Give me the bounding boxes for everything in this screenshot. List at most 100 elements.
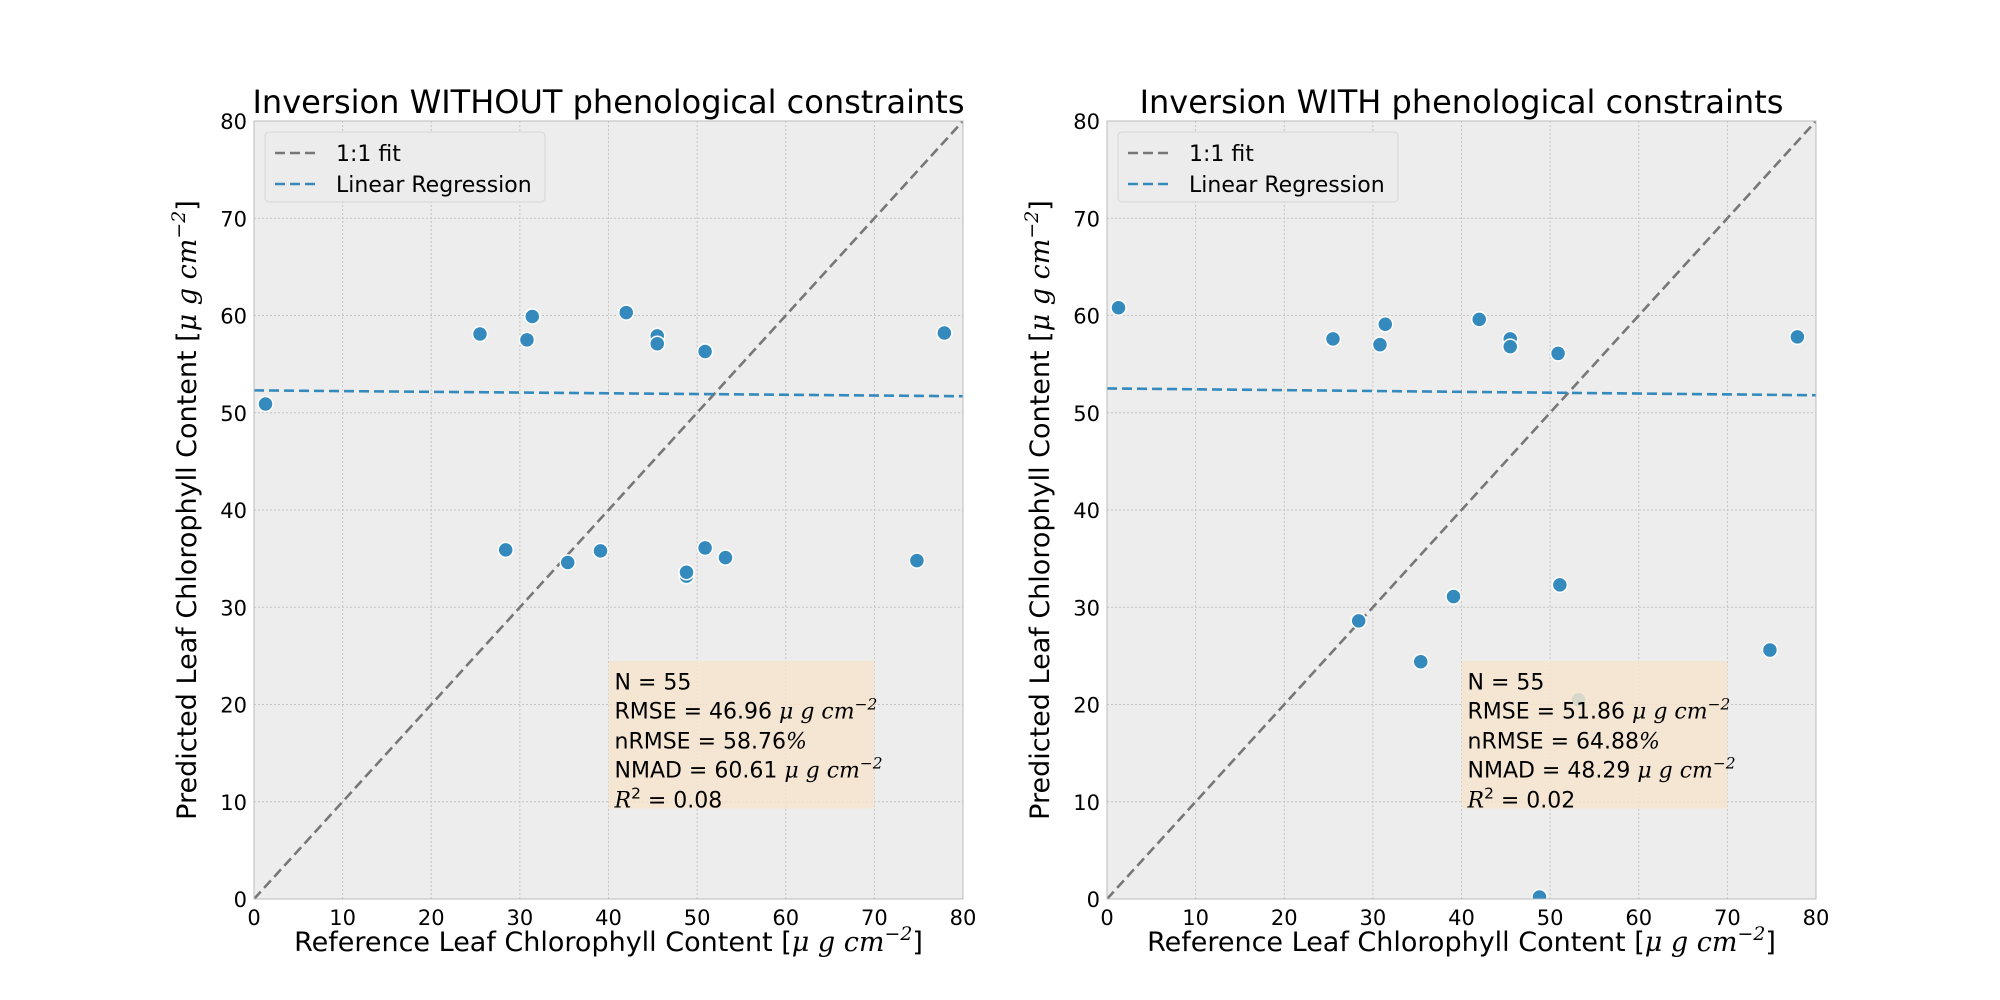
- data-point: [1412, 653, 1429, 670]
- x-axis-label-bracket-open: [: [1634, 927, 1645, 958]
- legend: 1:1 fit Linear Regression: [1117, 131, 1399, 203]
- stat-n: N = 55: [1468, 671, 1545, 696]
- x-axis-label-bracket-close: ]: [912, 927, 923, 958]
- data-point: [1350, 612, 1367, 630]
- stat-rmse-unit: μ g cm: [1632, 700, 1708, 725]
- y-axis-label-bracket-close: ]: [1025, 200, 1056, 211]
- legend-frame: [264, 131, 546, 203]
- data-point: [1549, 345, 1567, 362]
- y-tick-label: 30: [1073, 596, 1100, 620]
- legend-one-to-one-label: 1:1 fit: [336, 142, 401, 167]
- x-axis-label-bracket-close: ]: [1765, 927, 1776, 958]
- y-tick-label: 20: [1073, 694, 1100, 718]
- y-axis-label-bracket-close: ]: [172, 200, 203, 211]
- data-point: [518, 331, 536, 349]
- x-tick-label: 10: [329, 906, 356, 930]
- stat-r2-exp: 2: [631, 785, 641, 803]
- x-axis-label-text: Reference Leaf Chlorophyll Content: [294, 927, 781, 958]
- stat-rmse-unit-exp: −2: [1708, 696, 1731, 714]
- y-axis-label-text: Predicted Leaf Chlorophyll Content: [1025, 342, 1056, 820]
- y-tick-label: 70: [1073, 207, 1100, 231]
- stat-rmse: RMSE = 51.86 μ g cm−2: [1468, 696, 1731, 725]
- one-to-one-line: [254, 121, 963, 899]
- x-tick-label: 60: [772, 906, 799, 930]
- data-points: [1110, 299, 1806, 899]
- x-axis-label-unit: μ g cm: [792, 927, 885, 958]
- data-point: [1371, 336, 1389, 353]
- legend-frame: [1117, 131, 1399, 203]
- stat-rmse: RMSE = 46.96 μ g cm−2: [615, 696, 878, 725]
- x-tick-label: 70: [861, 906, 888, 930]
- stat-r2-symbol: R: [1467, 789, 1485, 814]
- x-tick-label: 40: [1448, 906, 1475, 930]
- stat-nmad: NMAD = 48.29 μ g cm−2: [1468, 755, 1736, 784]
- y-axis-label-unit-exp: −2: [168, 211, 190, 239]
- data-point: [1501, 338, 1519, 355]
- x-tick-label: 0: [1100, 906, 1113, 930]
- stat-nrmse: nRMSE = 58.76%: [615, 730, 807, 755]
- stat-r2-value: = 0.02: [1494, 789, 1575, 814]
- data-point: [1377, 316, 1394, 333]
- stats-box-bg: [1461, 660, 1728, 809]
- stat-r2-symbol: R: [614, 789, 632, 814]
- stat-rmse-value: RMSE = 46.96: [615, 700, 780, 725]
- data-point: [617, 304, 635, 321]
- y-axis-label-bracket-open: [: [172, 331, 203, 342]
- y-axis-label: Predicted Leaf Chlorophyll Content [μ g …: [168, 200, 203, 820]
- x-axis-label-bracket-open: [: [781, 927, 792, 958]
- stat-nrmse-value: nRMSE = 58.76: [615, 730, 786, 755]
- y-tick-label: 80: [220, 110, 247, 134]
- y-axis-label-unit-exp: −2: [1021, 211, 1043, 239]
- x-tick-label: 10: [1182, 906, 1209, 930]
- axes-frame: [1106, 120, 1817, 900]
- x-tick-label: 0: [247, 906, 260, 930]
- one-to-one-line: [1107, 121, 1816, 899]
- data-point: [1110, 299, 1127, 316]
- data-point: [1789, 328, 1806, 346]
- stat-n: N = 55: [615, 671, 692, 696]
- y-tick-label: 40: [220, 499, 247, 523]
- stat-rmse-unit-exp: −2: [855, 696, 878, 714]
- stat-nmad-unit: μ g cm: [1637, 759, 1713, 784]
- data-point: [1551, 576, 1569, 594]
- x-tick-label: 70: [1714, 906, 1741, 930]
- stat-nmad-unit: μ g cm: [784, 759, 860, 784]
- x-tick-label: 80: [1803, 906, 1830, 930]
- y-tick-label: 80: [1073, 110, 1100, 134]
- x-axis-label-unit: μ g cm: [1645, 927, 1738, 958]
- data-point: [592, 542, 609, 560]
- y-axis-label-bracket-open: [: [1025, 331, 1056, 342]
- data-points: [257, 304, 953, 585]
- legend-regression-label: Linear Regression: [1189, 173, 1385, 198]
- fit-lines: [1107, 121, 1816, 899]
- x-tick-label: 20: [1271, 906, 1298, 930]
- regression-line: [254, 389, 963, 398]
- axes-frame: [253, 120, 964, 900]
- x-tick-label: 30: [1360, 906, 1387, 930]
- x-tick-label: 20: [418, 906, 445, 930]
- data-point: [1470, 311, 1488, 328]
- chart-panel-1: 0 10 20 30 40 50 60 70 80 0 10 20 30 40 50 60 70 80 N = 55…: [168, 83, 976, 958]
- y-tick-label: 20: [220, 694, 247, 718]
- legend: 1:1 fit Linear Regression: [264, 131, 546, 203]
- data-point: [1445, 588, 1462, 605]
- stat-nmad-value: NMAD = 60.61: [615, 759, 785, 784]
- stat-r2-exp: 2: [1484, 785, 1494, 803]
- y-tick-label: 70: [220, 207, 247, 231]
- y-tick-label: 10: [1073, 791, 1100, 815]
- y-axis-label-text: Predicted Leaf Chlorophyll Content: [172, 342, 203, 820]
- x-tick-label: 30: [507, 906, 534, 930]
- y-axis-label-unit: μ g cm: [1025, 239, 1056, 332]
- data-point: [524, 308, 541, 325]
- y-axis-label-unit: μ g cm: [172, 239, 203, 332]
- stat-nrmse-percent: %: [1639, 730, 1660, 755]
- y-tick-label: 0: [1087, 888, 1100, 912]
- data-point: [1761, 641, 1779, 659]
- data-point: [648, 335, 666, 352]
- chart-title: Inversion WITHOUT phenological constrain…: [252, 83, 964, 121]
- stat-nmad-unit-exp: −2: [860, 755, 883, 773]
- x-tick-label: 50: [1537, 906, 1564, 930]
